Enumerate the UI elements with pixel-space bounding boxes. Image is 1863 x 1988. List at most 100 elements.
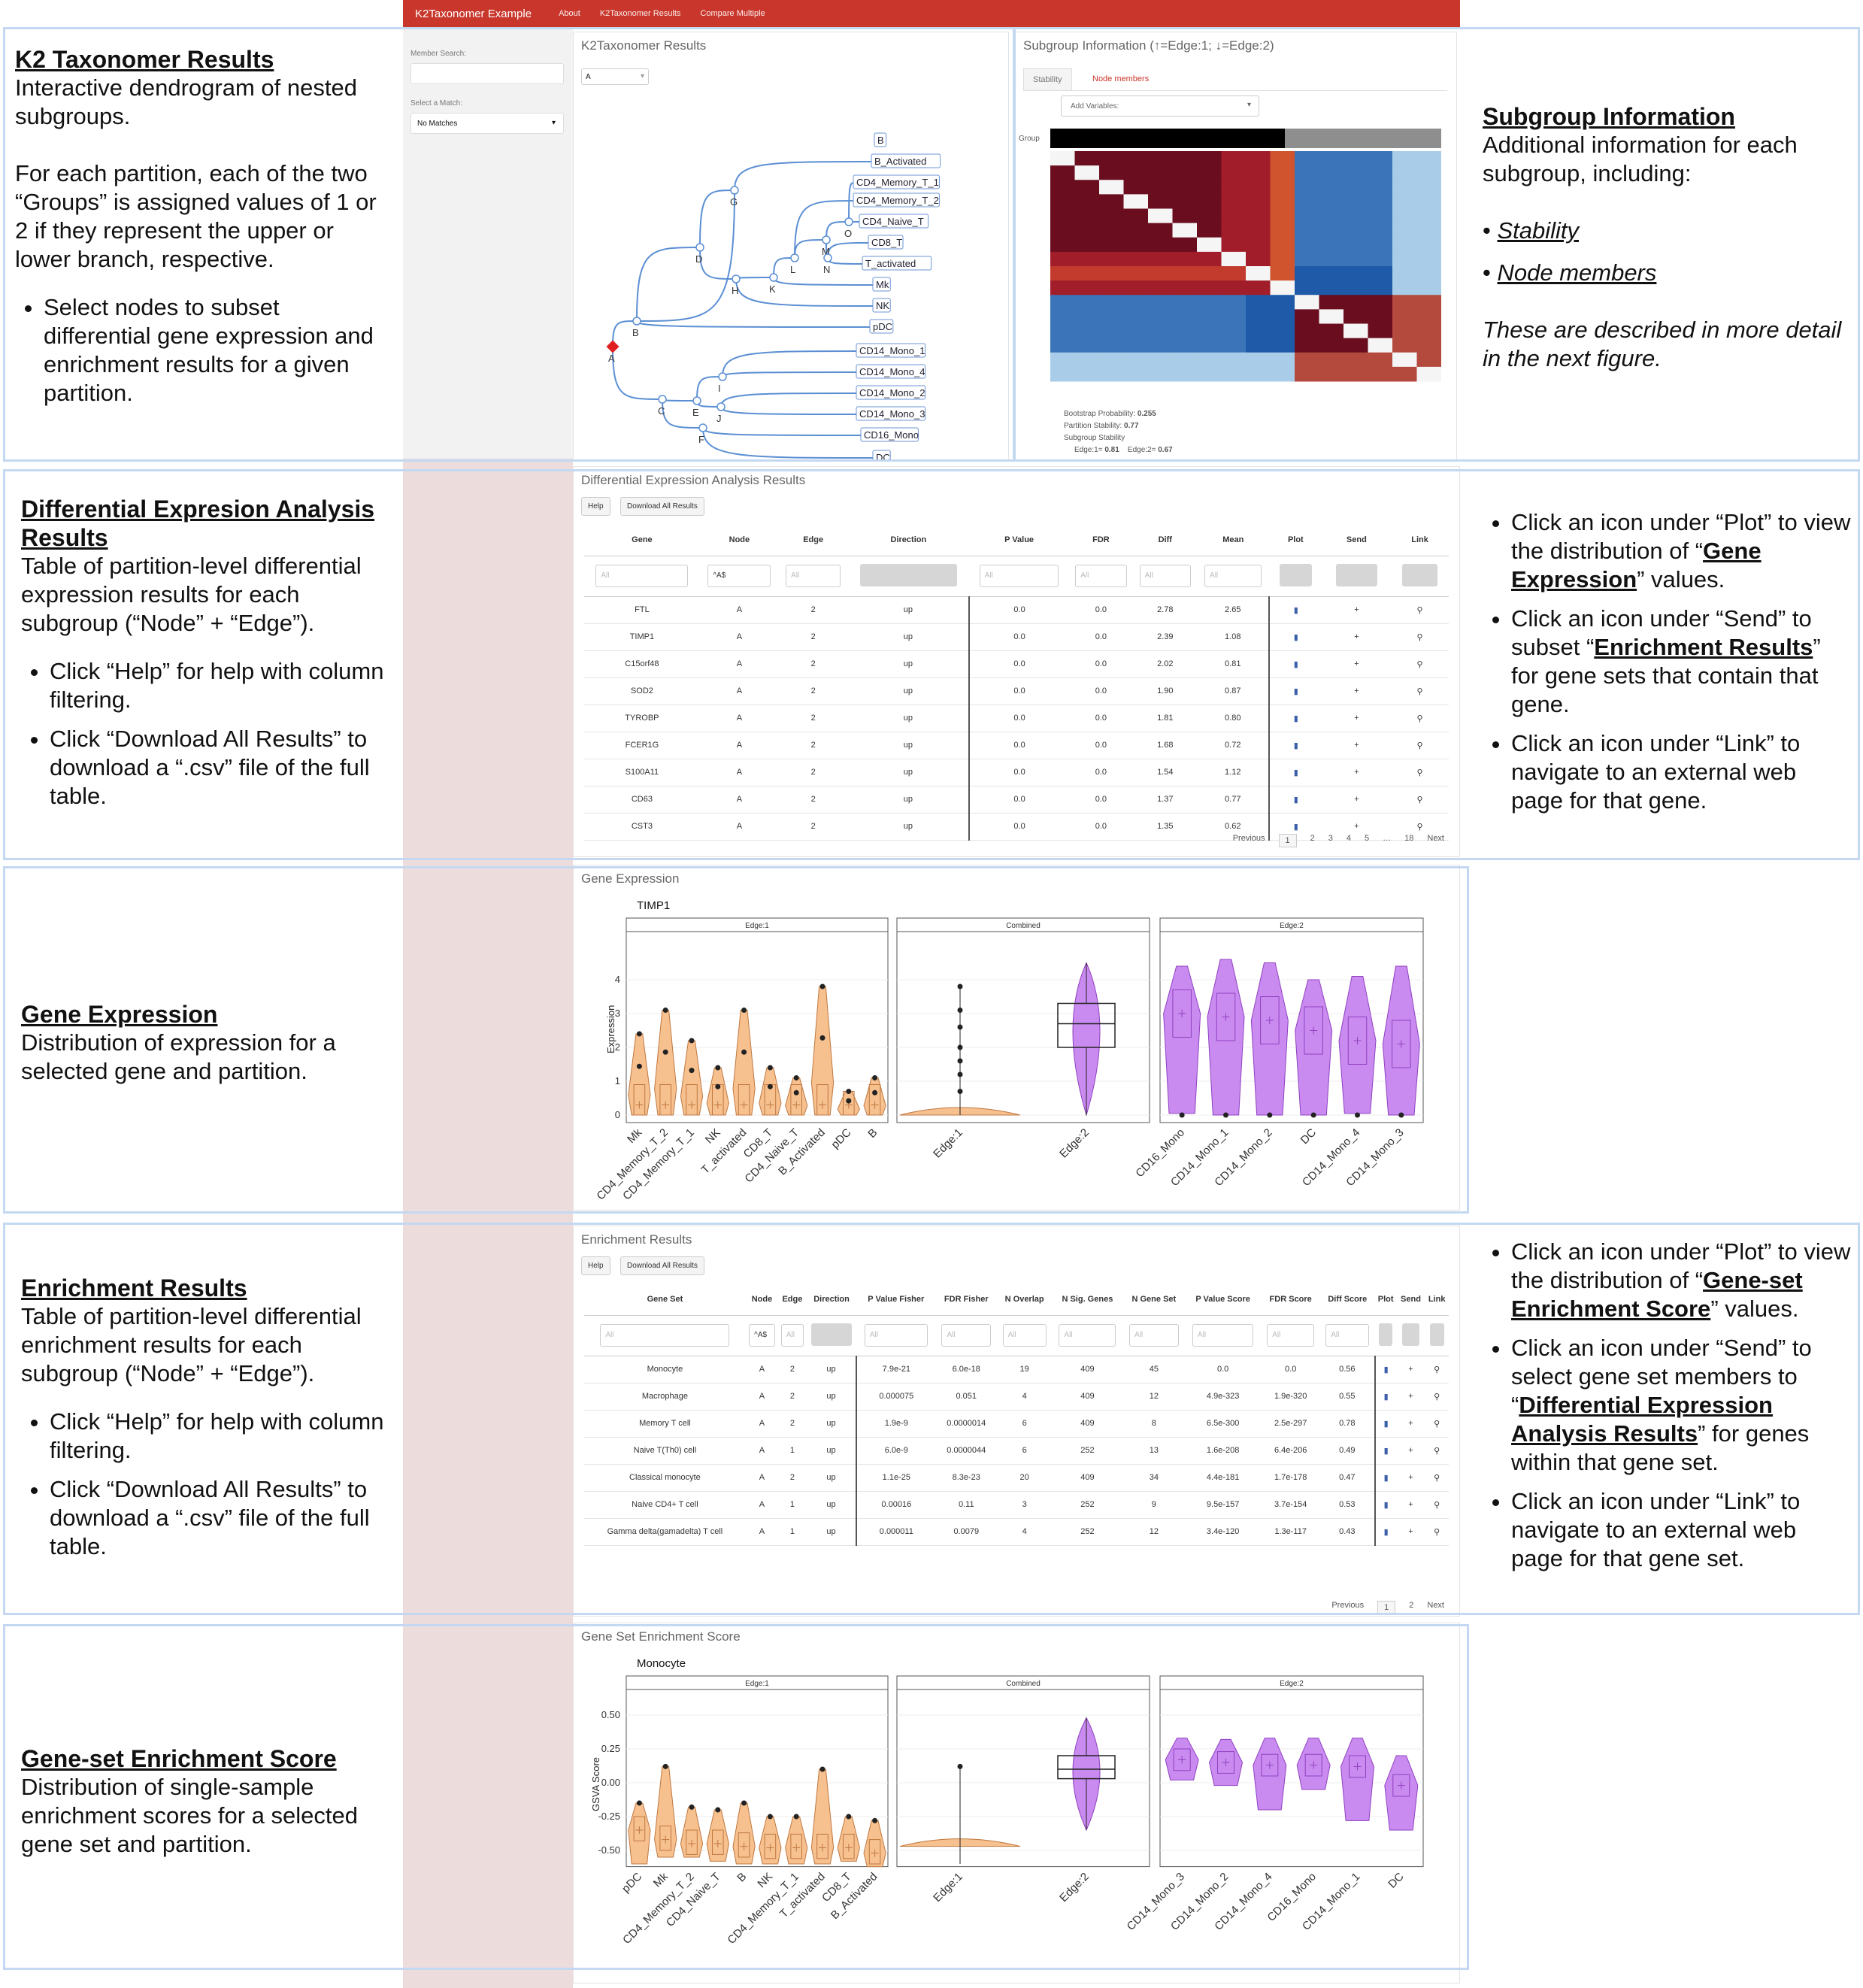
plot-icon[interactable]: ▮: [1293, 605, 1298, 615]
plot-icon[interactable]: ▮: [1293, 741, 1298, 750]
plot-icon[interactable]: ▮: [1293, 822, 1298, 832]
send-icon[interactable]: +: [1408, 1392, 1413, 1401]
enrichment-download-button[interactable]: Download All Results: [620, 1256, 704, 1275]
dea-filter-input[interactable]: [1402, 563, 1437, 586]
plot-icon[interactable]: ▮: [1293, 768, 1298, 777]
enrichment-filter-input[interactable]: All: [941, 1324, 992, 1347]
link-icon[interactable]: ⚲: [1416, 605, 1423, 615]
enrichment-filter-input[interactable]: [1402, 1323, 1419, 1346]
plot-icon[interactable]: ▮: [1383, 1392, 1389, 1402]
link-icon[interactable]: ⚲: [1434, 1500, 1440, 1510]
enrichment-header[interactable]: N Gene Set: [1122, 1283, 1185, 1316]
dea-header[interactable]: Send: [1322, 524, 1392, 556]
tab-stability[interactable]: Stability: [1023, 68, 1072, 90]
enrichment-filter-input[interactable]: All: [1002, 1324, 1047, 1347]
enrichment-header[interactable]: Edge: [778, 1283, 807, 1316]
enrichment-filter-input[interactable]: All: [1325, 1324, 1370, 1347]
dea-header[interactable]: Direction: [847, 524, 970, 556]
enrichment-header[interactable]: Direction: [806, 1283, 857, 1316]
plot-icon[interactable]: ▮: [1383, 1446, 1389, 1456]
enrichment-page[interactable]: Previous: [1331, 1601, 1365, 1610]
dea-header[interactable]: FDR: [1068, 524, 1134, 556]
link-icon[interactable]: ⚲: [1416, 686, 1423, 696]
enrichment-header[interactable]: Diff Score: [1319, 1283, 1375, 1316]
enrichment-filter-input[interactable]: All: [600, 1324, 730, 1347]
dea-header[interactable]: Gene: [584, 524, 700, 556]
enrichment-header[interactable]: FDR Score: [1261, 1283, 1320, 1316]
send-icon[interactable]: +: [1408, 1527, 1413, 1536]
send-icon[interactable]: +: [1354, 632, 1359, 641]
enrichment-filter-input[interactable]: [811, 1323, 852, 1346]
plot-icon[interactable]: ▮: [1293, 632, 1298, 642]
enrichment-filter-input[interactable]: ^A$: [749, 1324, 775, 1347]
dea-page[interactable]: Next: [1427, 834, 1444, 843]
dea-page[interactable]: 1: [1278, 834, 1297, 847]
navbar-brand[interactable]: K2Taxonomer Example: [415, 7, 532, 20]
link-icon[interactable]: ⚲: [1434, 1419, 1440, 1429]
dea-header[interactable]: P Value: [969, 524, 1069, 556]
partition-select[interactable]: A ▾: [581, 68, 649, 85]
enrichment-filter-input[interactable]: All: [1192, 1324, 1254, 1347]
send-icon[interactable]: +: [1408, 1365, 1413, 1374]
dea-filter-input[interactable]: [859, 563, 958, 586]
dea-page[interactable]: 2: [1310, 834, 1315, 843]
link-icon[interactable]: ⚲: [1416, 632, 1423, 642]
dea-filter-input[interactable]: [1280, 563, 1312, 586]
enrichment-header[interactable]: P Value Score: [1184, 1283, 1262, 1316]
dendrogram-svg[interactable]: A B C D E F G H I J K L MN O B B_Activated CD4_Memory_T_…: [574, 92, 1008, 461]
dea-header[interactable]: Node: [699, 524, 779, 556]
plot-icon[interactable]: ▮: [1293, 659, 1298, 669]
link-icon[interactable]: ⚲: [1416, 822, 1423, 832]
enrichment-header[interactable]: Node: [745, 1283, 779, 1316]
plot-icon[interactable]: ▮: [1293, 795, 1298, 805]
link-icon[interactable]: ⚲: [1416, 768, 1423, 777]
enrichment-page[interactable]: Next: [1427, 1601, 1444, 1610]
dea-header[interactable]: Plot: [1269, 524, 1322, 556]
nav-about[interactable]: About: [559, 9, 580, 18]
enrichment-header[interactable]: Link: [1425, 1283, 1449, 1316]
enrichment-page[interactable]: 2: [1409, 1601, 1414, 1610]
dea-header[interactable]: Link: [1391, 524, 1449, 556]
dea-header[interactable]: Diff: [1133, 524, 1198, 556]
dea-header[interactable]: Mean: [1197, 524, 1270, 556]
plot-icon[interactable]: ▮: [1293, 686, 1298, 696]
send-icon[interactable]: +: [1354, 686, 1359, 695]
link-icon[interactable]: ⚲: [1434, 1473, 1440, 1483]
add-variables-select[interactable]: Add Variables: ▾: [1061, 95, 1259, 117]
send-icon[interactable]: +: [1408, 1419, 1413, 1428]
link-icon[interactable]: ⚲: [1416, 795, 1423, 805]
dea-page[interactable]: …: [1383, 834, 1392, 843]
send-icon[interactable]: +: [1408, 1446, 1413, 1455]
enrichment-header[interactable]: Plot: [1374, 1283, 1397, 1316]
dea-page[interactable]: 18: [1404, 834, 1414, 843]
enrichment-page[interactable]: 1: [1377, 1601, 1396, 1614]
dea-filter-input[interactable]: All: [1075, 565, 1127, 587]
dea-filter-input[interactable]: All: [979, 565, 1059, 587]
link-icon[interactable]: ⚲: [1434, 1392, 1440, 1402]
match-select[interactable]: No Matches ▾: [410, 113, 564, 134]
enrichment-filter-input[interactable]: [1429, 1323, 1444, 1346]
dea-filter-input[interactable]: ^A$: [707, 565, 771, 587]
plot-icon[interactable]: ▮: [1383, 1527, 1389, 1537]
tab-node-members[interactable]: Node members: [1092, 74, 1150, 83]
send-icon[interactable]: +: [1354, 795, 1359, 804]
plot-icon[interactable]: ▮: [1383, 1419, 1389, 1429]
dea-filter-input[interactable]: [1335, 563, 1377, 586]
enrichment-filter-input[interactable]: All: [864, 1324, 928, 1347]
enrichment-filter-input[interactable]: All: [1267, 1324, 1315, 1347]
plot-icon[interactable]: ▮: [1383, 1500, 1389, 1510]
plot-icon[interactable]: ▮: [1383, 1365, 1389, 1374]
dea-page[interactable]: Previous: [1232, 834, 1265, 843]
enrichment-filter-input[interactable]: All: [780, 1324, 804, 1347]
plot-icon[interactable]: ▮: [1383, 1473, 1389, 1483]
enrichment-filter-input[interactable]: [1379, 1323, 1392, 1346]
dea-page[interactable]: 3: [1328, 834, 1333, 843]
enrichment-header[interactable]: N Overlap: [997, 1283, 1052, 1316]
nav-k2-results[interactable]: K2Taxonomer Results: [599, 9, 681, 18]
enrichment-header[interactable]: Send: [1396, 1283, 1425, 1316]
send-icon[interactable]: +: [1354, 659, 1359, 668]
link-icon[interactable]: ⚲: [1434, 1446, 1440, 1456]
enrichment-header[interactable]: N Sig. Genes: [1051, 1283, 1123, 1316]
enrichment-table-scroll[interactable]: Gene Set Node Edge Direction P Value Fisher F…: [584, 1283, 1449, 1589]
enrichment-help-button[interactable]: Help: [581, 1256, 610, 1275]
